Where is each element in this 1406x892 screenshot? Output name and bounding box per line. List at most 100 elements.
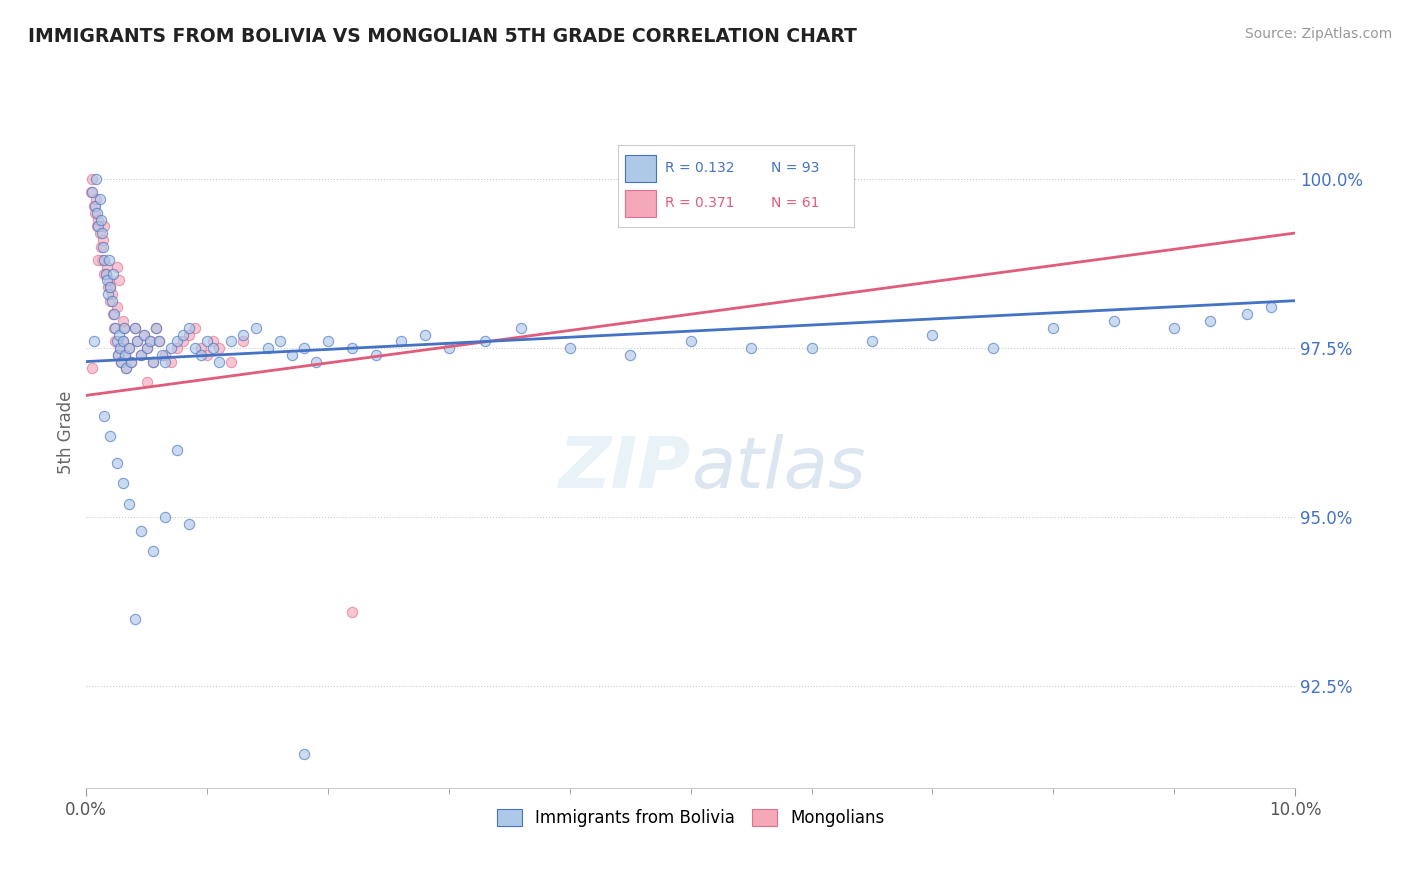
Point: [108, 273, 131, 287]
Point: [90, 239, 112, 253]
Point: [172, 334, 194, 349]
Point: [114, 348, 136, 362]
Point: [100, 280, 122, 294]
Point: [139, 334, 162, 349]
Point: [305, 354, 328, 368]
Point: [135, 341, 157, 355]
Point: [112, 320, 135, 334]
Point: [96, 273, 118, 287]
Point: [474, 334, 496, 349]
Point: [115, 361, 138, 376]
Point: [103, 320, 125, 334]
Point: [105, 334, 128, 349]
Legend: Immigrants from Bolivia, Mongolians: Immigrants from Bolivia, Mongolians: [491, 803, 891, 834]
Point: [110, 354, 132, 368]
Point: [437, 341, 460, 355]
Point: [91, 239, 114, 253]
Point: [202, 334, 225, 349]
Point: [124, 320, 146, 334]
Point: [112, 320, 135, 334]
Point: [108, 327, 131, 342]
Point: [160, 354, 183, 368]
Point: [145, 320, 167, 334]
Point: [86, 205, 108, 219]
Y-axis label: 5th Grade: 5th Grade: [58, 391, 75, 475]
Point: [82, 361, 104, 376]
Point: [413, 327, 436, 342]
Point: [269, 334, 291, 349]
Point: [145, 320, 167, 334]
Point: [558, 341, 581, 355]
Point: [342, 341, 364, 355]
Point: [100, 293, 122, 308]
Point: [142, 544, 165, 558]
Point: [94, 267, 117, 281]
Point: [148, 334, 170, 349]
Point: [232, 327, 254, 342]
Point: [342, 605, 364, 619]
Point: [740, 341, 762, 355]
Point: [208, 341, 231, 355]
Point: [97, 287, 120, 301]
Point: [89, 226, 111, 240]
Point: [148, 334, 170, 349]
Point: [105, 260, 128, 274]
Point: [117, 341, 139, 355]
Point: [82, 186, 104, 200]
Point: [83, 199, 105, 213]
Point: [190, 341, 212, 355]
Point: [981, 341, 1004, 355]
Point: [221, 334, 243, 349]
Point: [100, 280, 122, 294]
Point: [135, 375, 157, 389]
Point: [129, 348, 152, 362]
Point: [510, 320, 533, 334]
Point: [110, 354, 132, 368]
Point: [166, 341, 188, 355]
Point: [190, 348, 212, 362]
Point: [172, 327, 194, 342]
Point: [84, 192, 107, 206]
Point: [202, 341, 225, 355]
Point: [94, 267, 117, 281]
Point: [135, 341, 157, 355]
Point: [139, 334, 162, 349]
Point: [221, 354, 243, 368]
Text: Source: ZipAtlas.com: Source: ZipAtlas.com: [1244, 27, 1392, 41]
Point: [389, 334, 412, 349]
Point: [177, 327, 200, 342]
Point: [83, 334, 105, 349]
Point: [82, 172, 104, 186]
Point: [98, 253, 121, 268]
Point: [800, 341, 823, 355]
Point: [153, 510, 176, 524]
Point: [619, 348, 641, 362]
Point: [679, 334, 702, 349]
Point: [124, 320, 146, 334]
Point: [111, 334, 134, 349]
Point: [114, 348, 136, 362]
Point: [153, 348, 176, 362]
Point: [93, 253, 115, 268]
Point: [91, 233, 114, 247]
Point: [91, 226, 114, 240]
Point: [129, 348, 152, 362]
Point: [101, 267, 124, 281]
Point: [1199, 314, 1222, 328]
Text: atlas: atlas: [690, 434, 865, 502]
Point: [103, 307, 125, 321]
Point: [97, 280, 120, 294]
Point: [166, 442, 188, 457]
Point: [104, 320, 127, 334]
Point: [108, 341, 131, 355]
Point: [117, 497, 139, 511]
Point: [142, 354, 165, 368]
Point: [134, 327, 156, 342]
Point: [107, 348, 129, 362]
Point: [93, 219, 115, 234]
Point: [1236, 307, 1258, 321]
Point: [1042, 320, 1064, 334]
Point: [86, 219, 108, 234]
Point: [134, 327, 156, 342]
Point: [921, 327, 943, 342]
